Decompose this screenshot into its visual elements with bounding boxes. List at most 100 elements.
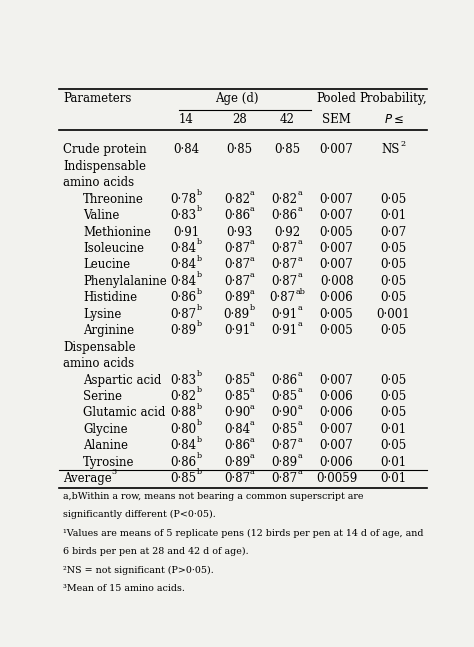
Text: 0·89: 0·89: [224, 308, 250, 321]
Text: 0·88: 0·88: [171, 406, 196, 419]
Text: 0·007: 0·007: [320, 209, 354, 222]
Text: 0·05: 0·05: [381, 373, 407, 386]
Text: 0·86: 0·86: [272, 209, 298, 222]
Text: Leucine: Leucine: [83, 258, 130, 272]
Text: 0·05: 0·05: [381, 439, 407, 452]
Text: 0·85: 0·85: [272, 390, 298, 403]
Text: 3: 3: [112, 468, 117, 476]
Text: 0·84: 0·84: [170, 439, 197, 452]
Text: a: a: [250, 435, 255, 444]
Text: a: a: [298, 370, 302, 378]
Text: 0·01: 0·01: [381, 455, 407, 468]
Text: 0·87: 0·87: [224, 275, 250, 288]
Text: $P\leq$: $P\leq$: [383, 113, 403, 126]
Text: 0·89: 0·89: [272, 455, 298, 468]
Text: 0·01: 0·01: [381, 472, 407, 485]
Text: 0·92: 0·92: [274, 226, 300, 239]
Text: 0·05: 0·05: [381, 242, 407, 255]
Text: 0·006: 0·006: [320, 291, 354, 304]
Text: 0·78: 0·78: [170, 193, 197, 206]
Text: 0·89: 0·89: [170, 324, 197, 337]
Text: 0·05: 0·05: [381, 275, 407, 288]
Text: 6 birds per pen at 28 and 42 d of age).: 6 birds per pen at 28 and 42 d of age).: [63, 547, 248, 556]
Text: Average: Average: [63, 472, 112, 485]
Text: b: b: [197, 271, 201, 279]
Text: Histidine: Histidine: [83, 291, 137, 304]
Text: 0·89: 0·89: [224, 455, 250, 468]
Text: 0·85: 0·85: [224, 390, 250, 403]
Text: 14: 14: [179, 113, 193, 126]
Text: 0·87: 0·87: [224, 472, 250, 485]
Text: 0·86: 0·86: [170, 455, 197, 468]
Text: 0·006: 0·006: [320, 406, 354, 419]
Text: a: a: [250, 255, 255, 263]
Text: amino acids: amino acids: [63, 176, 134, 190]
Text: Isoleucine: Isoleucine: [83, 242, 144, 255]
Text: ab: ab: [295, 288, 305, 296]
Text: Tyrosine: Tyrosine: [83, 455, 135, 468]
Text: 0·90: 0·90: [272, 406, 298, 419]
Text: 0·85: 0·85: [272, 423, 298, 436]
Text: Valine: Valine: [83, 209, 119, 222]
Text: a: a: [298, 238, 302, 247]
Text: a: a: [250, 205, 255, 214]
Text: 2: 2: [400, 140, 405, 148]
Text: a: a: [250, 288, 255, 296]
Text: 0·87: 0·87: [272, 242, 298, 255]
Text: 0·007: 0·007: [320, 439, 354, 452]
Text: 0·87: 0·87: [272, 439, 298, 452]
Text: a: a: [250, 238, 255, 247]
Text: 0·87: 0·87: [224, 242, 250, 255]
Text: a: a: [250, 271, 255, 279]
Text: 0·85: 0·85: [226, 144, 252, 157]
Text: 0·80: 0·80: [170, 423, 197, 436]
Text: a: a: [298, 386, 302, 394]
Text: Arginine: Arginine: [83, 324, 134, 337]
Text: SEM: SEM: [322, 113, 351, 126]
Text: 0·91: 0·91: [272, 324, 298, 337]
Text: 0·07: 0·07: [381, 226, 407, 239]
Text: b: b: [197, 370, 201, 378]
Text: ²NS = not significant (P>0·05).: ²NS = not significant (P>0·05).: [63, 565, 214, 575]
Text: 0·007: 0·007: [320, 373, 354, 386]
Text: a: a: [250, 386, 255, 394]
Text: a: a: [298, 320, 302, 329]
Text: b: b: [196, 402, 201, 411]
Text: 0·85: 0·85: [224, 373, 250, 386]
Text: 0·91: 0·91: [173, 226, 199, 239]
Text: 0·86: 0·86: [224, 209, 250, 222]
Text: a: a: [298, 452, 302, 460]
Text: 0·007: 0·007: [320, 242, 354, 255]
Text: 0·05: 0·05: [381, 406, 407, 419]
Text: 0·005: 0·005: [320, 226, 354, 239]
Text: b: b: [196, 386, 201, 394]
Text: b: b: [197, 468, 201, 476]
Text: 0·89: 0·89: [224, 291, 250, 304]
Text: 0·87: 0·87: [269, 291, 295, 304]
Text: b: b: [197, 320, 201, 329]
Text: a,bWithin a row, means not bearing a common superscript are: a,bWithin a row, means not bearing a com…: [63, 492, 364, 501]
Text: Indispensable: Indispensable: [63, 160, 146, 173]
Text: 0·01: 0·01: [381, 209, 407, 222]
Text: Glycine: Glycine: [83, 423, 128, 436]
Text: b: b: [197, 255, 201, 263]
Text: 0·83: 0·83: [170, 209, 197, 222]
Text: 0·008: 0·008: [320, 275, 354, 288]
Text: significantly different (P<0·05).: significantly different (P<0·05).: [63, 510, 216, 520]
Text: 0·007: 0·007: [320, 258, 354, 272]
Text: 0·87: 0·87: [272, 275, 298, 288]
Text: ¹Values are means of 5 replicate pens (12 birds per pen at 14 d of age, and: ¹Values are means of 5 replicate pens (1…: [63, 529, 423, 538]
Text: 0·05: 0·05: [381, 291, 407, 304]
Text: amino acids: amino acids: [63, 357, 134, 370]
Text: 0·007: 0·007: [320, 144, 354, 157]
Text: a: a: [250, 452, 255, 460]
Text: 0·84: 0·84: [170, 275, 197, 288]
Text: 0·05: 0·05: [381, 258, 407, 272]
Text: a: a: [250, 370, 255, 378]
Text: 0·90: 0·90: [224, 406, 250, 419]
Text: 0·006: 0·006: [320, 455, 354, 468]
Text: 0·91: 0·91: [224, 324, 250, 337]
Text: 28: 28: [232, 113, 246, 126]
Text: 0·007: 0·007: [320, 193, 354, 206]
Text: 42: 42: [280, 113, 294, 126]
